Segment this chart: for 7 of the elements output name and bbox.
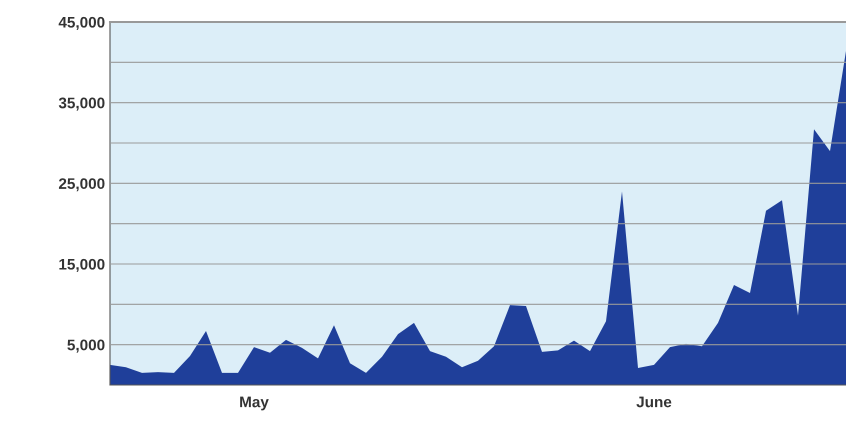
x-tick-label: June — [636, 396, 672, 408]
y-tick-label: 15,000 — [59, 258, 105, 272]
y-tick-label: 45,000 — [58, 16, 105, 30]
x-tick-label: May — [240, 396, 269, 410]
y-tick-label: 5,000 — [67, 340, 105, 353]
y-tick-label: 35,000 — [58, 98, 105, 111]
y-tick-label: 25,000 — [58, 178, 105, 192]
